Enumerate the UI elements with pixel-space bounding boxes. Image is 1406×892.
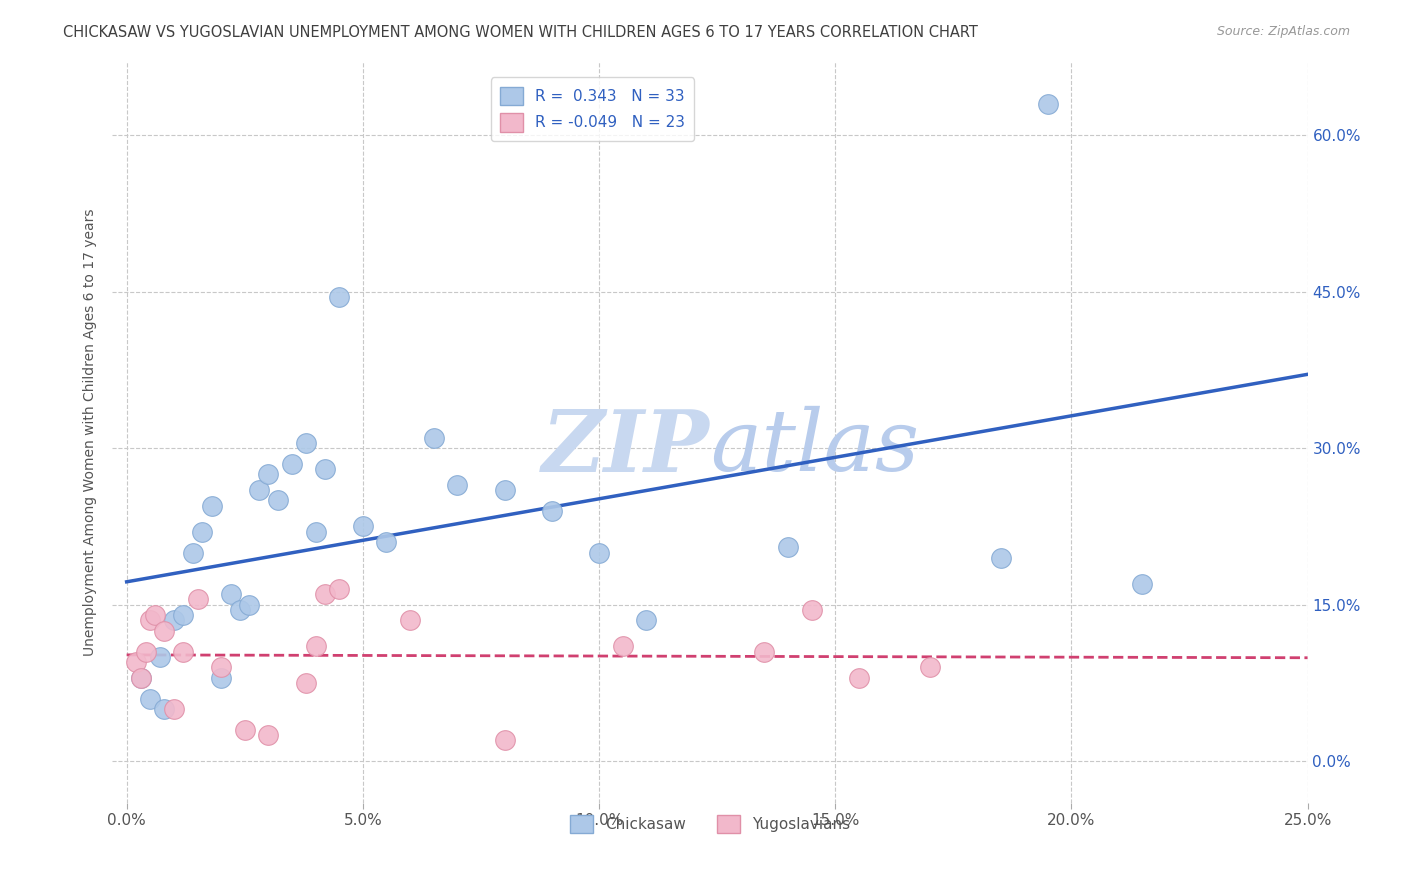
Point xyxy=(754,644,776,658)
Point xyxy=(304,524,326,539)
Point xyxy=(328,290,350,304)
Point xyxy=(1130,577,1153,591)
Point xyxy=(375,535,398,549)
Point xyxy=(352,519,374,533)
Y-axis label: Unemployment Among Women with Children Ages 6 to 17 years: Unemployment Among Women with Children A… xyxy=(83,209,97,657)
Point xyxy=(153,624,176,638)
Point xyxy=(219,587,242,601)
Point xyxy=(990,550,1012,565)
Text: ZIP: ZIP xyxy=(543,406,710,489)
Point xyxy=(422,431,444,445)
Text: Source: ZipAtlas.com: Source: ZipAtlas.com xyxy=(1216,25,1350,38)
Point xyxy=(267,493,290,508)
Text: CHICKASAW VS YUGOSLAVIAN UNEMPLOYMENT AMONG WOMEN WITH CHILDREN AGES 6 TO 17 YEA: CHICKASAW VS YUGOSLAVIAN UNEMPLOYMENT AM… xyxy=(63,25,979,40)
Point xyxy=(129,671,152,685)
Point xyxy=(800,603,823,617)
Point xyxy=(209,660,232,674)
Point xyxy=(209,671,232,685)
Point xyxy=(143,608,166,623)
Point xyxy=(153,702,176,716)
Point xyxy=(612,640,634,654)
Point xyxy=(229,603,252,617)
Point xyxy=(588,545,610,559)
Point xyxy=(399,613,422,627)
Point xyxy=(1036,97,1059,112)
Legend: Chickasaw, Yugoslavians: Chickasaw, Yugoslavians xyxy=(564,809,856,839)
Point xyxy=(314,587,336,601)
Point xyxy=(636,613,658,627)
Point xyxy=(139,613,162,627)
Point xyxy=(304,640,326,654)
Point xyxy=(257,728,280,742)
Point xyxy=(233,723,256,737)
Point xyxy=(257,467,280,482)
Text: atlas: atlas xyxy=(710,406,920,489)
Point xyxy=(848,671,870,685)
Point xyxy=(163,613,186,627)
Point xyxy=(540,504,562,518)
Point xyxy=(201,499,224,513)
Point xyxy=(446,477,468,491)
Point xyxy=(163,702,186,716)
Point xyxy=(918,660,941,674)
Point xyxy=(494,483,516,497)
Point xyxy=(328,582,350,596)
Point xyxy=(295,436,318,450)
Point xyxy=(125,655,148,669)
Point xyxy=(149,649,172,664)
Point xyxy=(172,644,194,658)
Point xyxy=(186,592,208,607)
Point xyxy=(295,676,318,690)
Point xyxy=(281,457,304,471)
Point xyxy=(247,483,270,497)
Point xyxy=(135,644,157,658)
Point xyxy=(238,598,260,612)
Point xyxy=(139,691,162,706)
Point xyxy=(191,524,214,539)
Point xyxy=(172,608,194,623)
Point xyxy=(776,541,799,555)
Point xyxy=(129,671,152,685)
Point xyxy=(494,733,516,747)
Point xyxy=(314,462,336,476)
Point xyxy=(181,545,204,559)
